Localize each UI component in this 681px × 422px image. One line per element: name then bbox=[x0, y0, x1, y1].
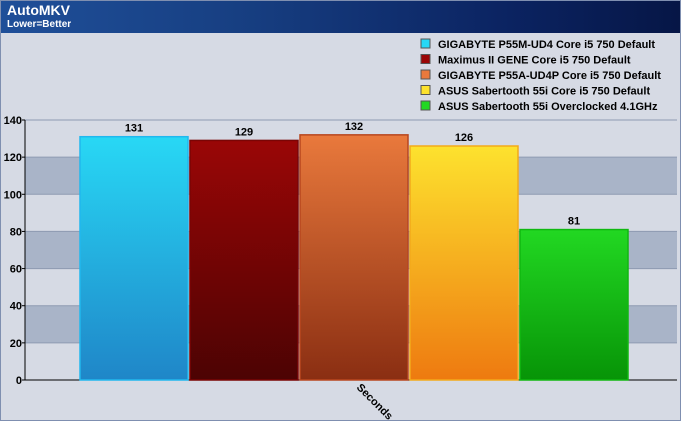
legend-swatch bbox=[420, 38, 431, 49]
data-labels: 131 129 132 126 81 bbox=[125, 121, 580, 228]
legend-label: GIGABYTE P55A-UD4P Core i5 750 Default bbox=[438, 70, 661, 82]
y-tick-label: 0 bbox=[16, 375, 22, 387]
y-tick-label: 140 bbox=[4, 115, 22, 127]
legend-label: ASUS Sabertooth 55i Overclocked 4.1GHz bbox=[438, 101, 658, 113]
bar-3 bbox=[299, 134, 409, 381]
data-label: 81 bbox=[568, 216, 580, 228]
bars bbox=[79, 134, 629, 381]
chart-header: AutoMKV Lower=Better bbox=[1, 1, 680, 33]
legend: GIGABYTE P55M-UD4 Core i5 750 Default Max… bbox=[420, 38, 661, 113]
x-axis-labels: Seconds bbox=[354, 382, 395, 422]
legend-swatch bbox=[420, 69, 431, 80]
legend-swatch bbox=[420, 54, 431, 64]
y-tick-label: 120 bbox=[4, 152, 22, 164]
data-label: 131 bbox=[125, 123, 143, 135]
data-label: 126 bbox=[455, 132, 473, 144]
bar-5 bbox=[519, 228, 629, 381]
bar-1 bbox=[79, 135, 189, 381]
chart-title: AutoMKV bbox=[7, 2, 70, 18]
x-tick-label: Seconds bbox=[354, 382, 395, 422]
y-tick-label: 60 bbox=[10, 264, 22, 276]
legend-swatch bbox=[420, 85, 431, 95]
data-label: 129 bbox=[235, 126, 253, 138]
legend-swatch bbox=[420, 100, 431, 111]
legend-label: ASUS Sabertooth 55i Core i5 750 Default bbox=[438, 86, 650, 98]
legend-label: Maximus II GENE Core i5 750 Default bbox=[438, 55, 631, 67]
y-tick-label: 20 bbox=[10, 338, 22, 350]
data-label: 132 bbox=[345, 121, 363, 133]
y-tick-label: 80 bbox=[10, 226, 22, 238]
chart-subtitle: Lower=Better bbox=[7, 19, 72, 30]
bar-2 bbox=[189, 139, 299, 381]
y-axis-ticks: 0 20 40 60 80 100 120 140 bbox=[4, 115, 22, 387]
y-tick-label: 100 bbox=[4, 189, 22, 201]
legend-label: GIGABYTE P55M-UD4 Core i5 750 Default bbox=[438, 39, 655, 51]
bar-4 bbox=[409, 145, 519, 381]
y-tick-label: 40 bbox=[10, 301, 22, 313]
